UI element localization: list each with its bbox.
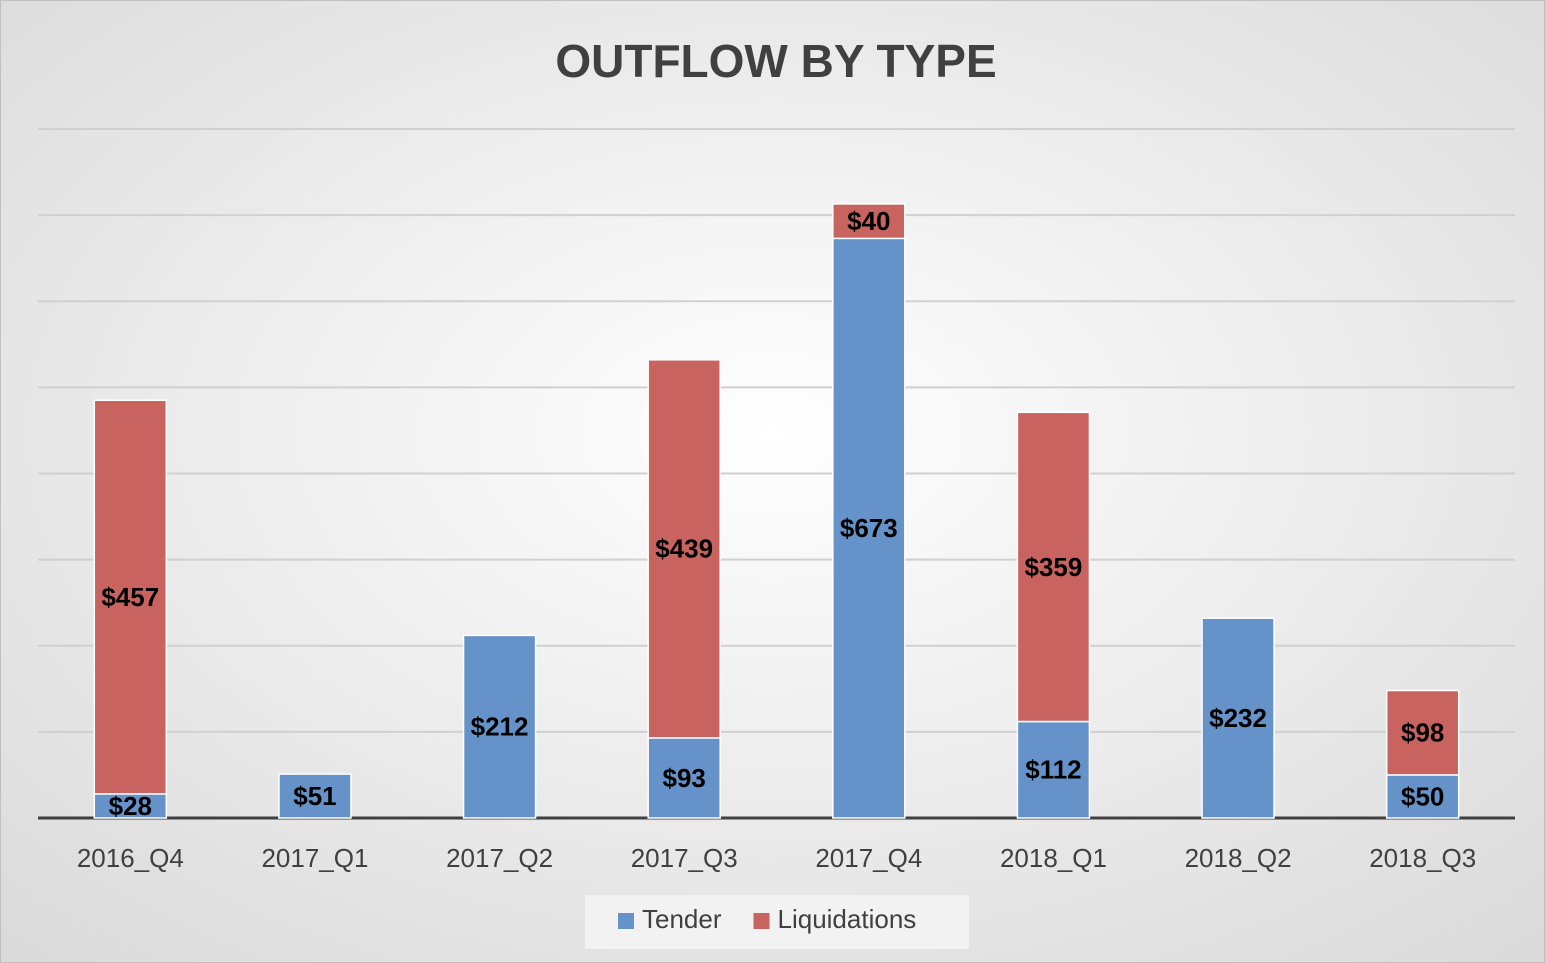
bar-segment <box>1385 774 1460 819</box>
data-label: $359 <box>1025 552 1083 582</box>
x-tick-label: 2018_Q2 <box>1185 843 1292 873</box>
bar-segment <box>278 773 352 819</box>
labels: 2016_Q4 $28 $457 2017_Q1 $51 2017_Q2 $212 2017_… <box>77 206 1476 934</box>
x-tick-label: 2017_Q4 <box>815 843 922 873</box>
legend-box <box>585 895 969 949</box>
data-label: $50 <box>1401 781 1444 811</box>
bar-segment <box>832 237 906 819</box>
chart-title: OUTFLOW BY TYPE <box>555 35 996 87</box>
x-tick-label: 2017_Q2 <box>446 843 553 873</box>
bar-segment <box>462 634 537 819</box>
data-label: $212 <box>471 712 529 742</box>
bar-segment <box>93 399 168 795</box>
x-tick-label: 2017_Q1 <box>261 843 368 873</box>
x-tick-label: 2018_Q1 <box>1000 843 1107 873</box>
data-label: $232 <box>1209 703 1267 733</box>
bar-segment <box>1016 720 1091 819</box>
legend-label: Tender <box>642 904 722 934</box>
x-tick-label: 2018_Q3 <box>1369 843 1476 873</box>
bars <box>93 203 1460 819</box>
data-label: $673 <box>840 513 898 543</box>
data-label: $457 <box>101 582 159 612</box>
grid <box>38 128 1515 820</box>
data-label: $93 <box>662 763 705 793</box>
bar-segment <box>1016 411 1091 723</box>
data-label: $51 <box>293 781 336 811</box>
data-label: $439 <box>655 534 713 564</box>
bar-segment <box>1385 689 1460 776</box>
legend-label: Liquidations <box>778 904 917 934</box>
bar-segment <box>1201 617 1275 819</box>
legend-swatch <box>753 913 770 929</box>
bar-segment <box>647 359 721 739</box>
data-label: $28 <box>109 791 152 821</box>
data-label: $98 <box>1401 718 1444 748</box>
x-tick-label: 2017_Q3 <box>631 843 738 873</box>
x-tick-label: 2016_Q4 <box>77 843 184 873</box>
bar-segment <box>647 737 721 819</box>
legend-swatch <box>618 913 634 929</box>
bar-segment <box>832 203 906 240</box>
data-label: $40 <box>847 206 890 236</box>
data-label: $112 <box>1025 755 1081 785</box>
